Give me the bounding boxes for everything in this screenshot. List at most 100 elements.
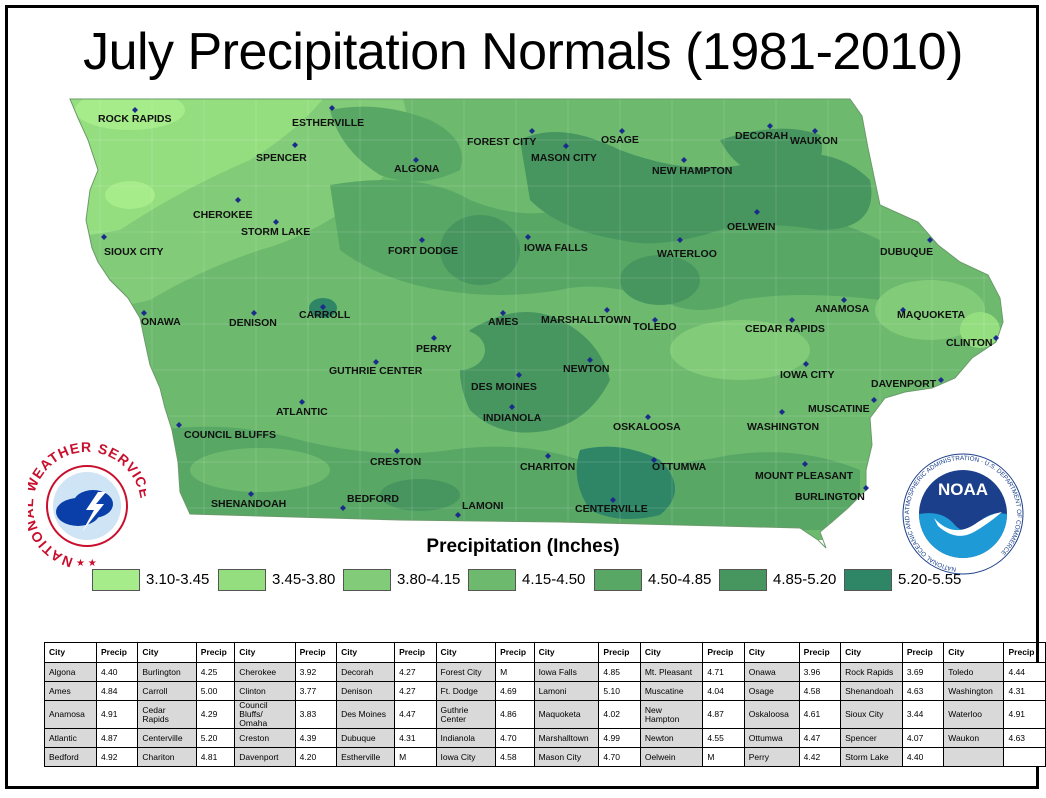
city-label: GUTHRIE CENTER — [329, 365, 423, 377]
table-cell-precip: 4.47 — [394, 700, 437, 729]
table-cell-precip: 4.31 — [1003, 681, 1046, 701]
table-cell-city: Washington — [943, 681, 1005, 701]
precipitation-zone — [460, 312, 610, 433]
city-marker-icon — [299, 399, 305, 405]
city-storm-lake: STORM LAKE — [241, 219, 310, 238]
precipitation-zone — [875, 280, 985, 340]
city-marker-icon — [235, 197, 241, 203]
table-cell-precip: 4.70 — [495, 728, 535, 748]
legend-swatch — [92, 569, 140, 591]
city-label: CHEROKEE — [193, 209, 253, 221]
city-oskaloosa: OSKALOOSA — [613, 414, 681, 433]
table-cell-precip: 4.84 — [95, 681, 139, 701]
legend-label: 4.15-4.50 — [522, 571, 586, 588]
precipitation-zone — [190, 448, 330, 492]
city-label: PERRY — [416, 343, 452, 355]
city-marker-icon — [767, 123, 773, 129]
city-mason-city: MASON CITY — [531, 143, 597, 164]
table-header-city: City — [743, 642, 800, 663]
table-cell-city: Ames — [44, 681, 97, 701]
table-cell-city: Toledo — [943, 662, 1005, 682]
table-cell-city: Ft. Dodge — [435, 681, 497, 701]
city-marker-icon — [529, 128, 535, 134]
city-label: ALGONA — [394, 163, 440, 175]
city-label: CHARITON — [520, 461, 575, 473]
table-header-city: City — [336, 642, 396, 663]
table-cell-city: Maquoketa — [533, 700, 600, 729]
table-cell-precip: 4.02 — [598, 700, 641, 729]
table-cell-precip: 4.91 — [1003, 700, 1046, 729]
table-cell-city: Perry — [743, 747, 800, 767]
city-clinton: CLINTON — [946, 335, 999, 349]
table-header-city: City — [943, 642, 1005, 663]
city-marker-icon — [413, 157, 419, 163]
table-cell-precip — [1003, 747, 1046, 767]
city-oelwein: OELWEIN — [727, 209, 775, 233]
city-label: COUNCIL BLUFFS — [184, 429, 276, 441]
city-label: ONAWA — [141, 316, 181, 328]
city-label: MASON CITY — [531, 152, 597, 164]
map-title: July Precipitation Normals (1981-2010) — [83, 23, 963, 81]
legend-label: 4.50-4.85 — [648, 571, 712, 588]
table-cell-precip: 4.71 — [702, 662, 745, 682]
table-cell-precip: 4.39 — [294, 728, 338, 748]
city-marker-icon — [610, 497, 616, 503]
legend-swatch — [218, 569, 266, 591]
noaa-logo-text: NOAA — [938, 480, 988, 499]
table-cell-precip: 4.40 — [901, 747, 945, 767]
city-label: BEDFORD — [347, 493, 399, 505]
table-cell-precip: M — [495, 662, 535, 682]
city-rock-rapids: ROCK RAPIDS — [98, 107, 172, 125]
table-header-row: City Precip City Precip City Precip City Precip… — [44, 642, 1046, 663]
city-marker-icon — [802, 461, 808, 467]
legend-swatch — [844, 569, 892, 591]
city-maquoketa: MAQUOKETA — [897, 307, 965, 321]
table-header-precip: Precip — [294, 642, 338, 663]
city-label: CEDAR RAPIDS — [745, 323, 825, 335]
table-cell-precip: M — [394, 747, 437, 767]
city-iowa-falls: IOWA FALLS — [524, 234, 588, 254]
city-new-hampton: NEW HAMPTON — [652, 157, 732, 177]
city-label: FOREST CITY — [467, 136, 536, 148]
city-label: DUBUQUE — [880, 246, 933, 258]
table-row: Atlantic 4.87 Centerville 5.20 Creston 4.39 Du… — [44, 728, 1046, 748]
table-cell-city: Mason City — [533, 747, 600, 767]
city-label: WAUKON — [790, 135, 838, 147]
table-cell-city: Osage — [743, 681, 800, 701]
city-label: OSAGE — [601, 134, 639, 146]
table-cell-precip: 4.85 — [598, 662, 641, 682]
table-cell-precip: 4.86 — [495, 700, 535, 729]
table-cell-precip: 4.87 — [702, 700, 745, 729]
city-creston: CRESTON — [370, 448, 421, 468]
city-marker-icon — [292, 142, 298, 148]
city-anamosa: ANAMOSA — [815, 297, 870, 315]
city-marker-icon — [101, 234, 107, 240]
city-marker-icon — [394, 448, 400, 454]
table-cell-precip: 4.47 — [798, 728, 842, 748]
table-cell-city: Waukon — [943, 728, 1005, 748]
table-cell-precip: 4.55 — [702, 728, 745, 748]
city-label: BURLINGTON — [795, 491, 865, 503]
city-marker-icon — [927, 237, 933, 243]
city-label: OTTUMWA — [652, 461, 707, 473]
legend-swatch — [719, 569, 767, 591]
legend-swatch — [468, 569, 516, 591]
city-marker-icon — [340, 505, 346, 511]
table-cell-city — [943, 747, 1005, 767]
table-cell-city: Chariton — [137, 747, 197, 767]
city-burlington: BURLINGTON — [795, 485, 869, 503]
table-header-precip: Precip — [495, 642, 535, 663]
table-cell-city: Carroll — [137, 681, 197, 701]
table-row: Ames 4.84 Carroll 5.00 Clinton 3.77 Denison 4.2… — [44, 681, 1046, 701]
precipitation-table: City Precip City Precip City Precip City Precip… — [44, 642, 1046, 767]
table-cell-city: Burlington — [137, 662, 197, 682]
city-forest-city: FOREST CITY — [467, 128, 536, 148]
table-cell-precip: 4.04 — [702, 681, 745, 701]
city-label: LAMONI — [462, 500, 503, 512]
precipitation-zone — [720, 128, 822, 180]
city-label: INDIANOLA — [483, 412, 542, 424]
legend-swatch — [594, 569, 642, 591]
city-marker-icon — [619, 128, 625, 134]
city-label: DAVENPORT — [871, 378, 937, 390]
